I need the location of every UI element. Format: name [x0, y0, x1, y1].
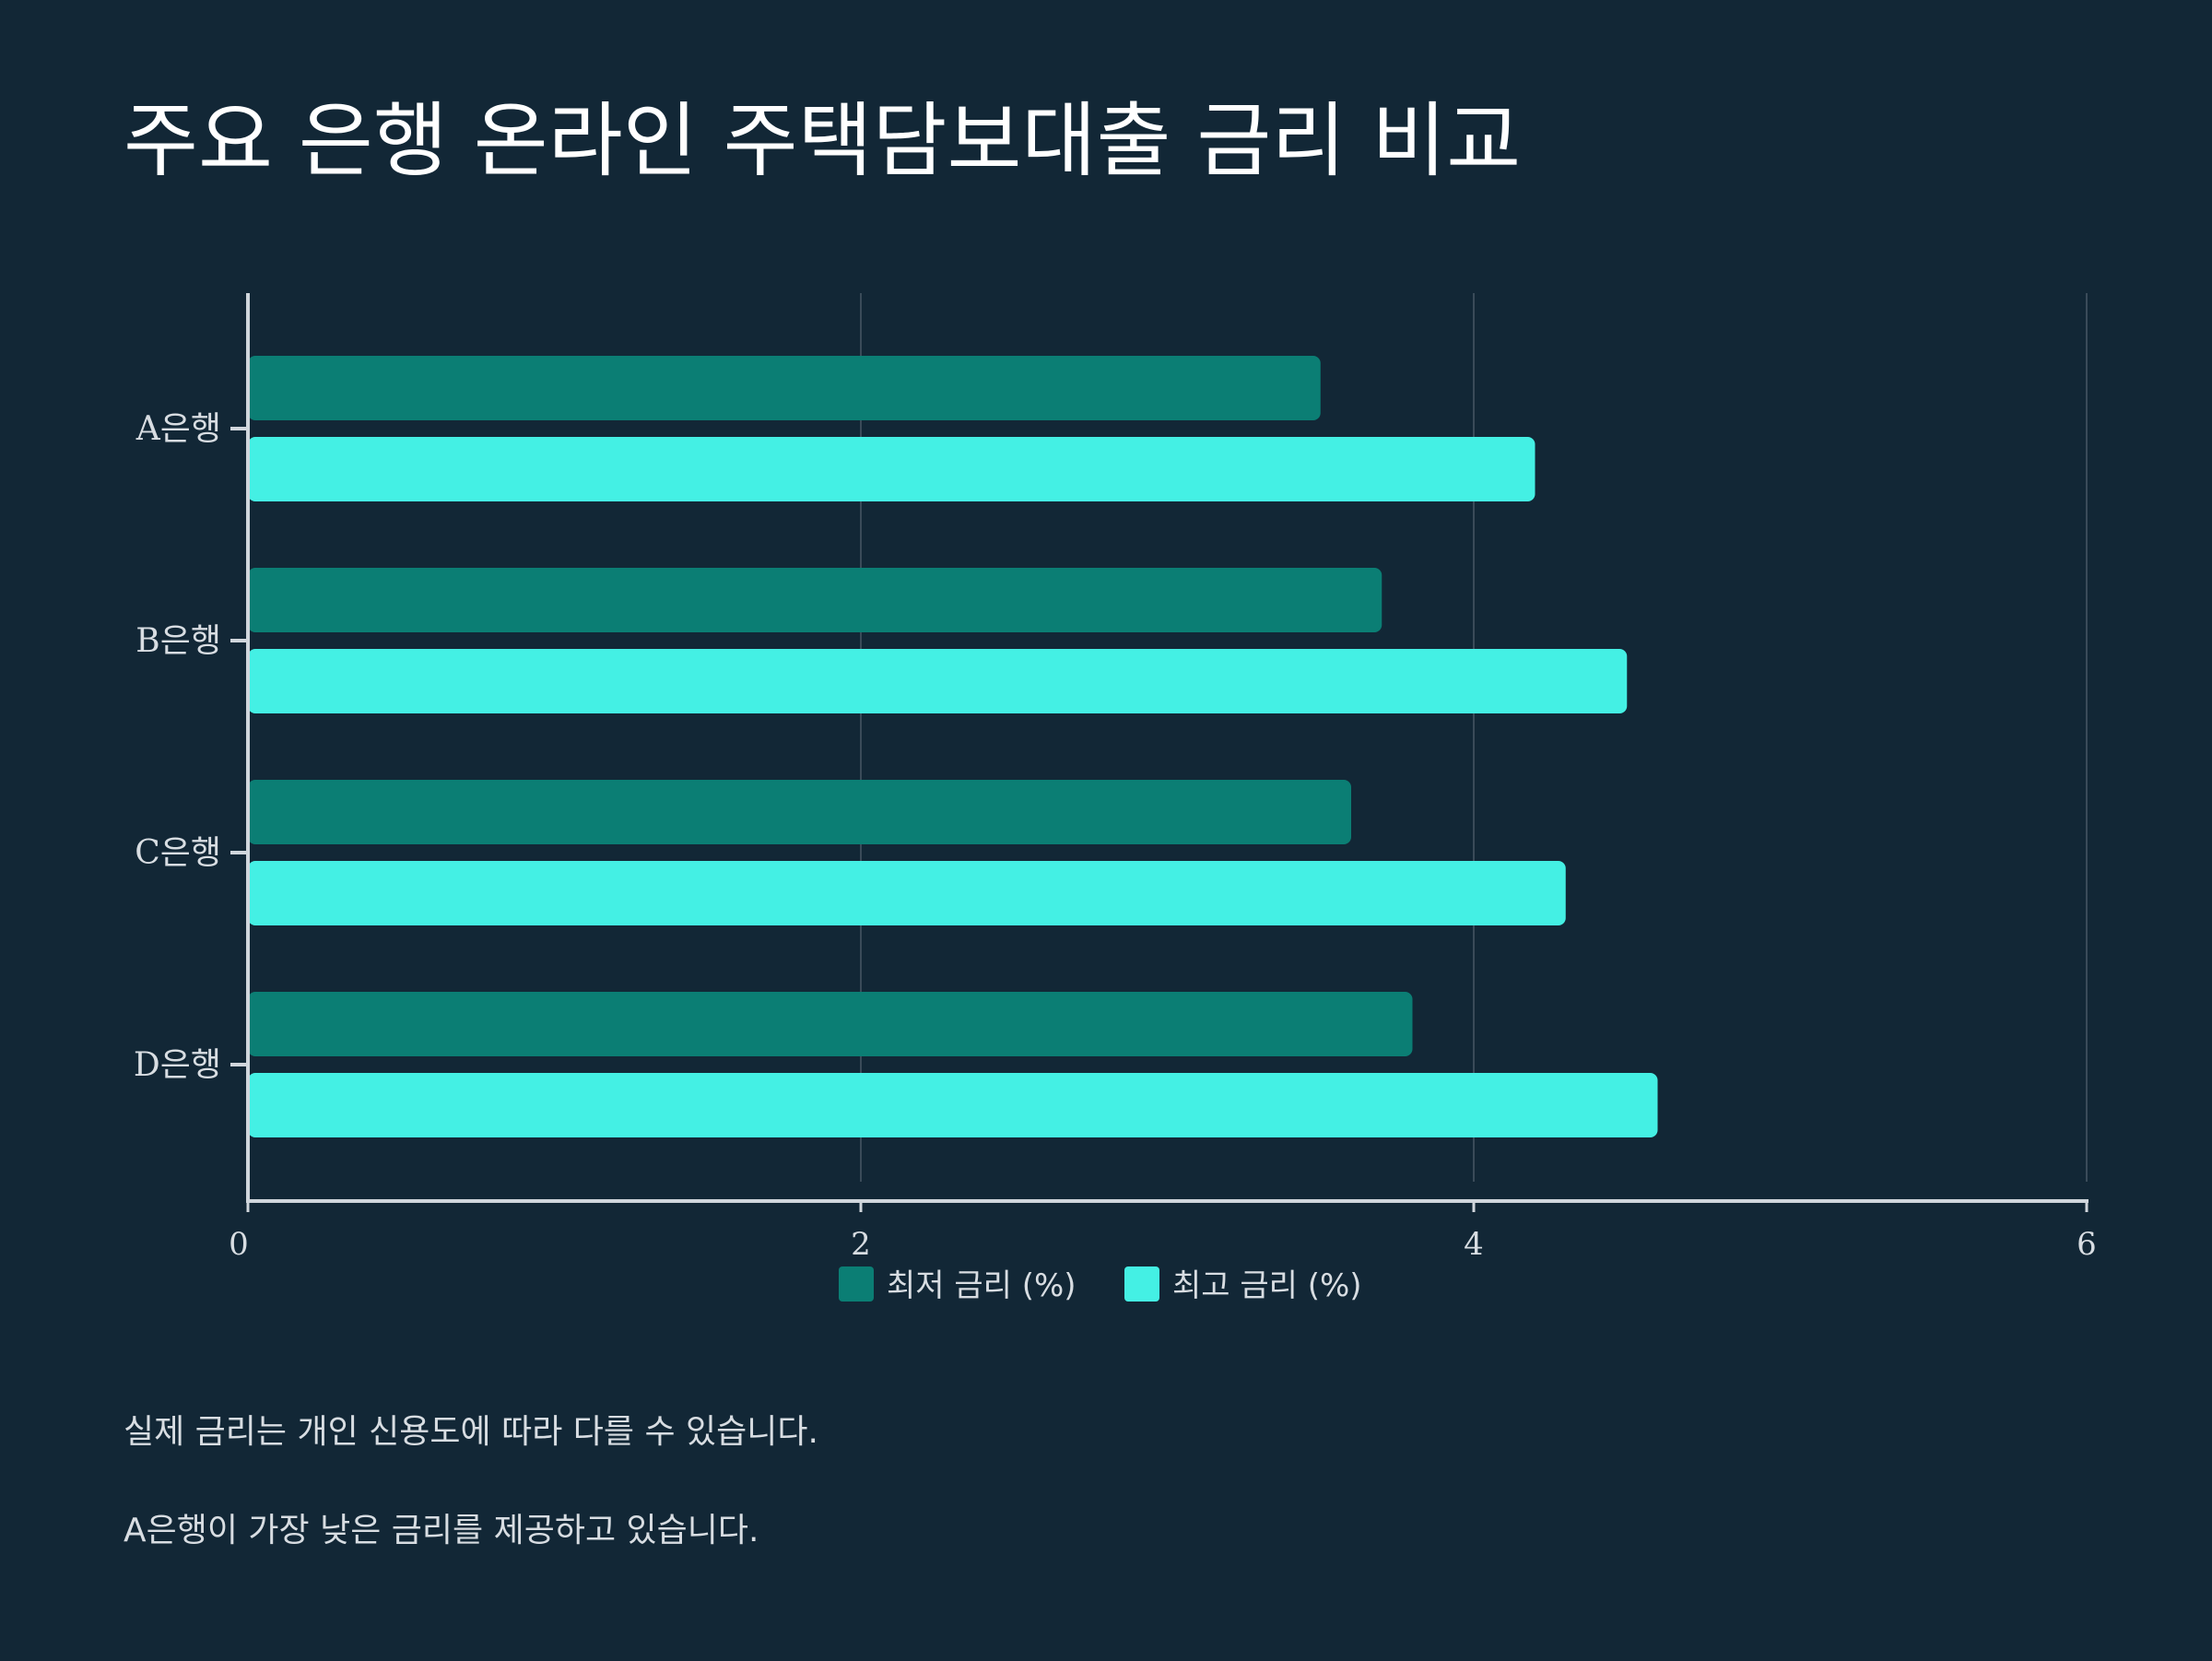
legend-label-2: 최고 금리 (%)	[1172, 1267, 1362, 1304]
bar-min-1	[248, 356, 1321, 420]
bar-min-2	[248, 568, 1382, 632]
y-tick-label: D은행	[134, 1046, 221, 1084]
bar-min-4	[248, 992, 1413, 1056]
legend-label-1: 최저 금리 (%)	[887, 1267, 1077, 1304]
y-tick-label: B은행	[135, 622, 221, 660]
x-tick-label: 6	[2077, 1226, 2097, 1263]
legend-swatch-2	[1124, 1266, 1159, 1302]
bar-min-3	[248, 780, 1351, 844]
y-tick-label: C은행	[135, 834, 221, 872]
x-tick-label: 4	[1464, 1226, 1484, 1263]
bar-max-2	[248, 649, 1628, 713]
legend-swatch-1	[839, 1266, 874, 1302]
y-tick-label: A은행	[135, 410, 221, 448]
notes: 실제 금리는 개인 신용도에 따라 다를 수 있습니다. A은행이 가장 낮은 …	[124, 1412, 818, 1609]
x-tick-label: 2	[851, 1226, 871, 1263]
chart-title: 주요 은행 온라인 주택담보대출 금리 비교	[124, 93, 1522, 188]
x-tick-label: 0	[229, 1226, 249, 1263]
note-2: A은행이 가장 낮은 금리를 제공하고 있습니다.	[124, 1512, 759, 1550]
bar-max-4	[248, 1073, 1658, 1137]
bar-max-1	[248, 437, 1535, 501]
note-1: 실제 금리는 개인 신용도에 따라 다를 수 있습니다.	[124, 1413, 818, 1451]
bar-max-3	[248, 861, 1566, 925]
